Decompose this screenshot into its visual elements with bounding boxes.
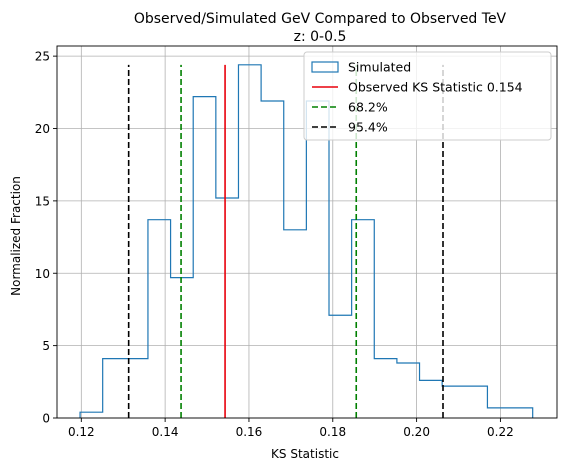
histogram-step	[79, 64, 534, 418]
y-tick-label-3: 15	[35, 194, 50, 208]
x-tick-label-3: 0.18	[319, 425, 346, 439]
y-tick-label-1: 5	[42, 339, 50, 353]
legend-label-3: 95.4%	[348, 120, 388, 135]
x-ticks: 0.12 0.14 0.16 0.18 0.20 0.22	[68, 418, 514, 439]
legend: Simulated Observed KS Statistic 0.154 68.2…	[303, 51, 552, 141]
y-tick-label-4: 20	[35, 122, 50, 136]
legend-box	[303, 51, 552, 141]
x-tick-label-0: 0.12	[68, 425, 95, 439]
legend-label-2: 68.2%	[348, 100, 388, 115]
x-axis-label: KS Statistic	[271, 447, 339, 461]
y-tick-label-5: 25	[35, 50, 50, 64]
y-ticks: 0 5 10 15 20 25	[35, 50, 57, 426]
legend-label-0: Simulated	[348, 60, 411, 75]
legend-handle-0	[311, 61, 339, 73]
plot-frame	[56, 45, 558, 419]
histogram-layer	[79, 64, 534, 418]
legend-label-1: Observed KS Statistic 0.154	[348, 80, 523, 95]
vline-layer	[127, 64, 444, 418]
x-tick-label-2: 0.16	[236, 425, 263, 439]
chart-subtitle: z: 0-0.5	[294, 29, 347, 45]
x-tick-label-4: 0.20	[403, 425, 430, 439]
y-tick-label-0: 0	[42, 412, 50, 426]
y-axis-label: Normalized Fraction	[9, 176, 23, 296]
x-tick-label-5: 0.22	[487, 425, 514, 439]
chart-title: Observed/Simulated GeV Compared to Obser…	[134, 11, 507, 27]
y-tick-label-2: 10	[35, 267, 50, 281]
x-tick-label-1: 0.14	[152, 425, 179, 439]
